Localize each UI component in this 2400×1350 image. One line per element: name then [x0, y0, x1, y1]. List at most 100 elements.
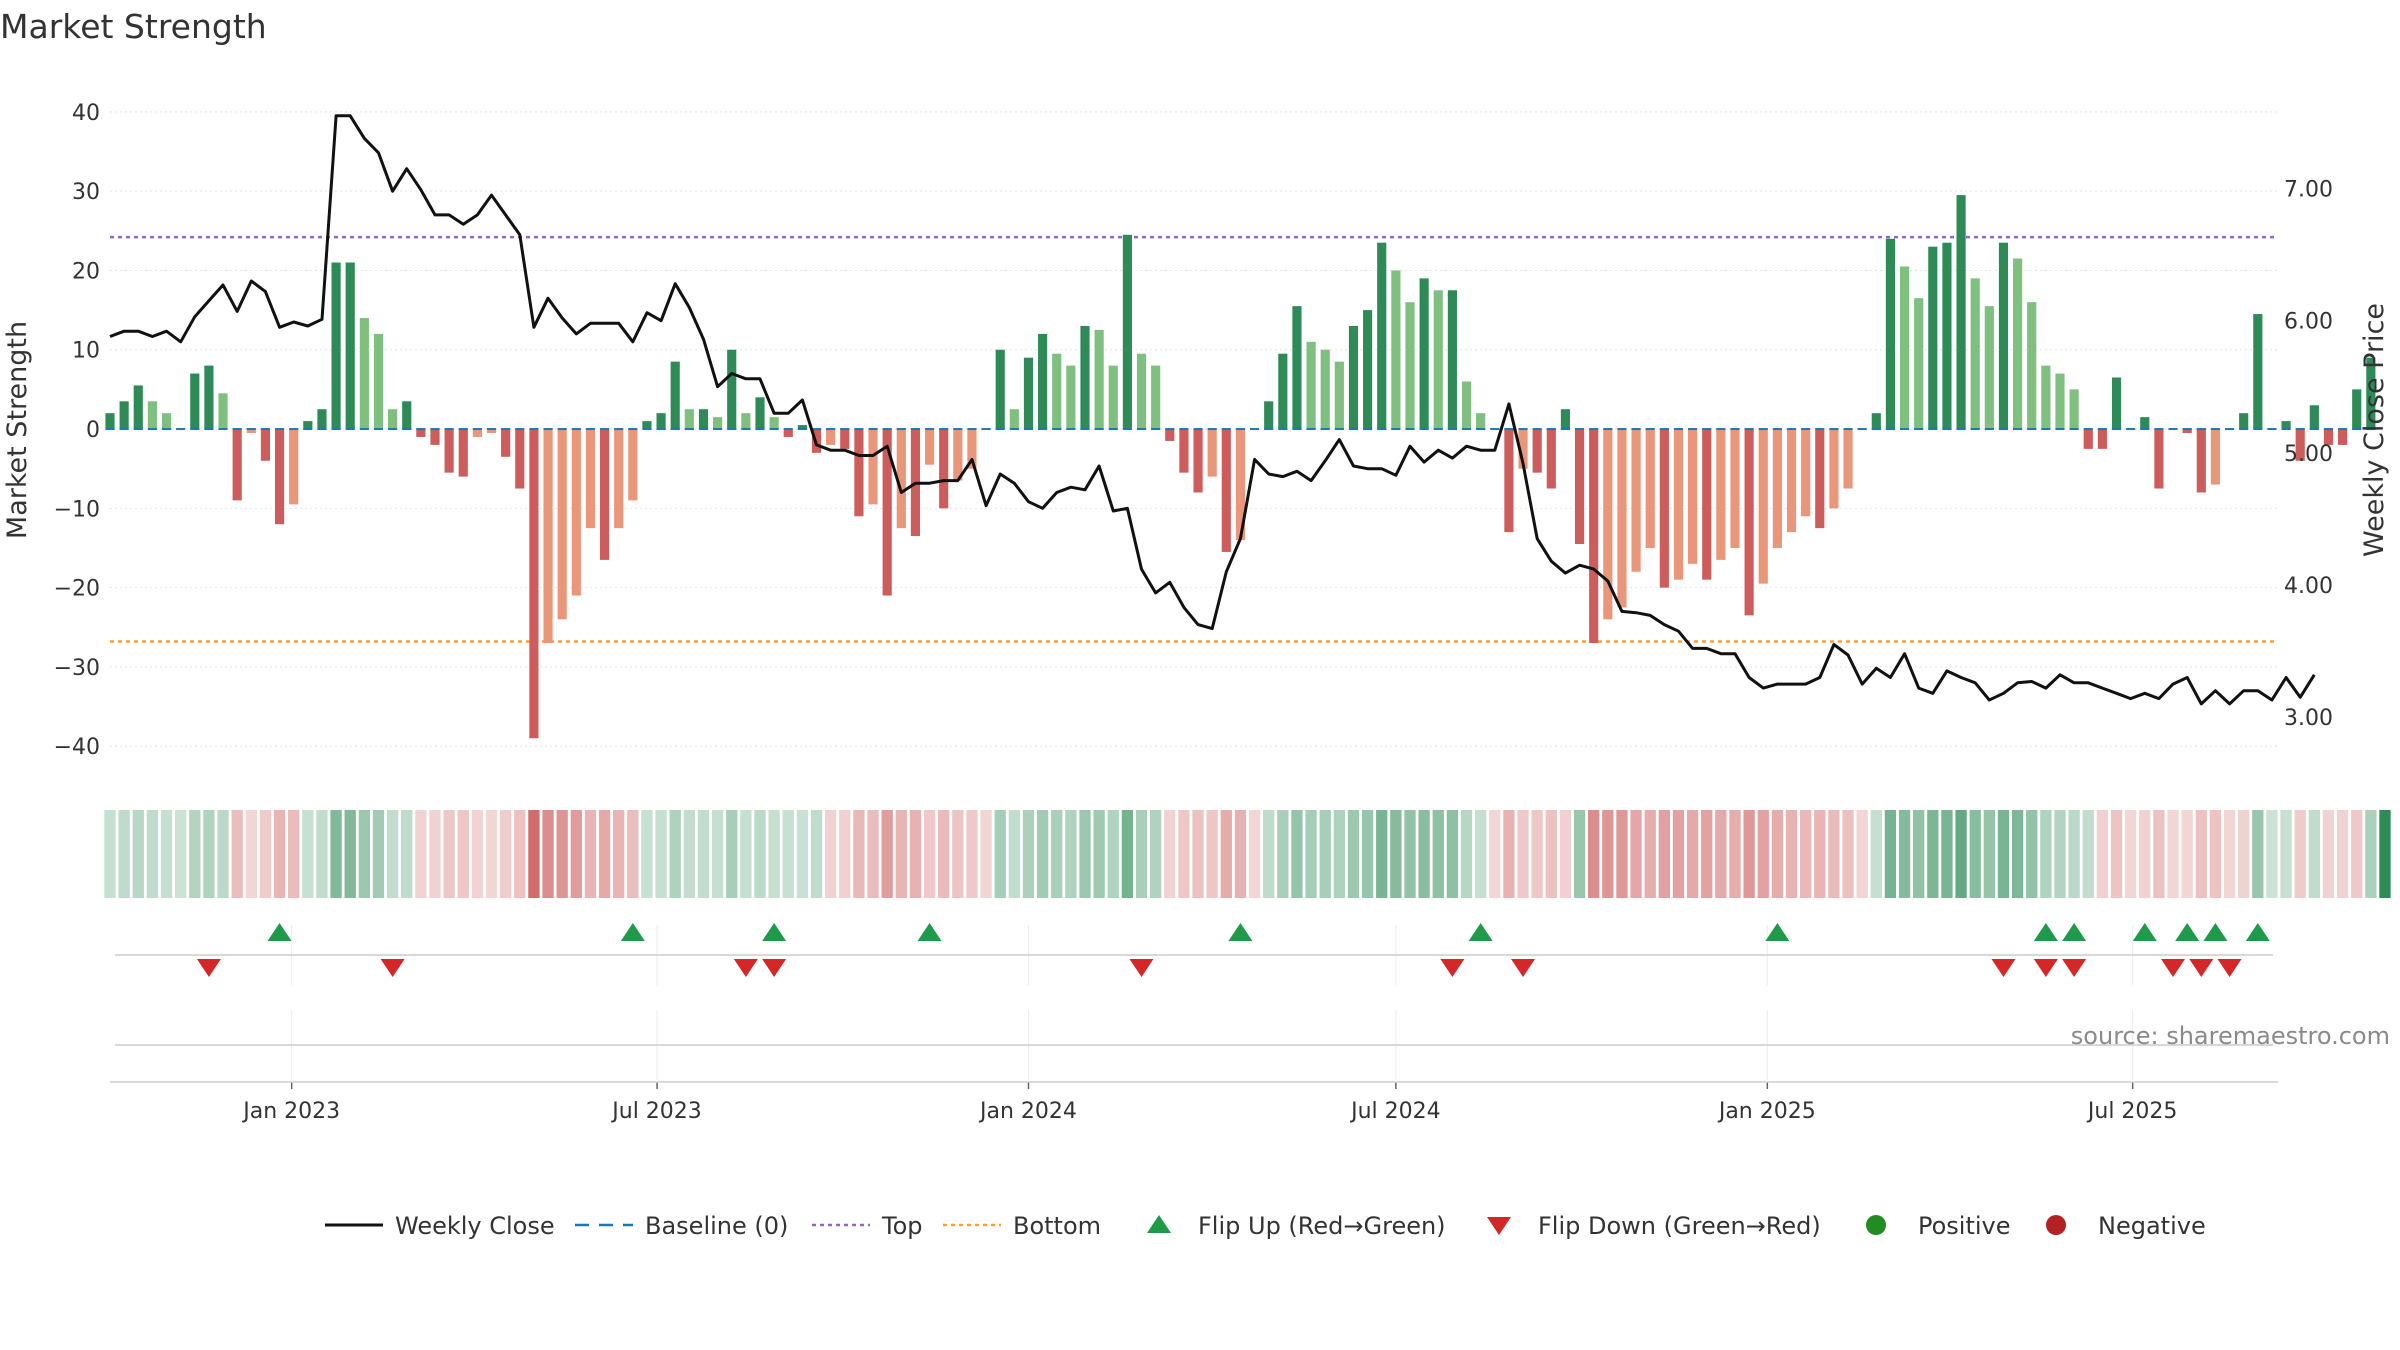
strength-bar: [599, 429, 610, 560]
strength-bar: [402, 401, 412, 430]
strength-bar: [2013, 258, 2023, 430]
regime-cell: [2351, 810, 2363, 898]
regime-cell: [2124, 810, 2137, 898]
strength-bar: [1942, 242, 1952, 430]
flip-down-marker: [733, 959, 758, 977]
regime-cell: [1983, 810, 1995, 898]
strength-bar: [1363, 310, 1373, 430]
flip-down-marker: [2217, 959, 2242, 977]
regime-cell: [726, 810, 738, 898]
strength-bar: [1914, 298, 1924, 430]
strength-bar: [2309, 405, 2319, 430]
regime-cell: [1898, 810, 1911, 898]
left-tick-label: −40: [54, 735, 100, 760]
flip-down-marker: [196, 959, 221, 977]
strength-bar: [345, 262, 355, 430]
regime-cell: [330, 810, 342, 898]
regime-cell: [1715, 810, 1727, 898]
regime-cell: [627, 810, 639, 898]
strength-bar: [1235, 429, 1246, 541]
strength-bar: [2253, 314, 2263, 430]
flip-up-marker: [2203, 923, 2228, 941]
flip-up-marker: [762, 923, 787, 941]
strength-bar: [472, 429, 482, 437]
empty-panel: [115, 1010, 2273, 1080]
legend-swatch-flip-up: [1147, 1215, 1171, 1233]
strength-bar: [317, 409, 327, 430]
regime-cell: [1814, 810, 1826, 898]
regime-cell: [401, 810, 413, 898]
strength-bar: [1292, 306, 1302, 430]
regime-cell: [1361, 810, 1374, 898]
strength-bar: [2196, 429, 2206, 493]
strength-bar: [924, 429, 935, 465]
regime-cell: [768, 810, 780, 898]
left-tick-label: 40: [72, 101, 100, 126]
strength-bar: [1956, 195, 1966, 430]
regime-cell: [2379, 810, 2391, 898]
regime-cell: [938, 810, 950, 898]
regime-cell: [2011, 810, 2024, 898]
regime-cell: [429, 810, 441, 898]
strength-bar: [260, 429, 271, 461]
regime-cell: [2096, 810, 2109, 898]
strength-bar: [642, 421, 652, 430]
regime-cell: [2223, 810, 2236, 898]
strength-bar: [1320, 349, 1330, 430]
flip-down-marker: [762, 959, 787, 977]
strength-bar: [628, 429, 638, 501]
regime-cell: [1234, 810, 1247, 898]
strength-bar: [529, 429, 539, 739]
regime-cell: [2294, 810, 2306, 898]
regime-cell: [1178, 810, 1190, 898]
strength-bar: [1574, 429, 1585, 545]
regime-cell: [570, 810, 582, 898]
regime-cell: [1644, 810, 1656, 898]
strength-bar: [190, 373, 200, 430]
strength-bar: [1108, 365, 1118, 430]
strength-bar: [1829, 429, 1839, 509]
regime-cell: [1658, 810, 1670, 898]
regime-cell: [867, 810, 879, 898]
strength-bar: [1179, 429, 1189, 473]
x-tick-label: Jul 2023: [610, 1099, 702, 1124]
strength-bar: [1165, 429, 1175, 441]
left-tick-label: 30: [72, 180, 100, 205]
regime-cell: [1785, 810, 1798, 898]
strength-bar: [1476, 413, 1486, 430]
regime-cell: [556, 810, 568, 898]
x-tick-label: Jan 2023: [241, 1099, 340, 1124]
regime-cell: [754, 810, 766, 898]
strength-bar: [1871, 413, 1881, 430]
strength-bar: [797, 425, 807, 430]
left-tick-label: 20: [72, 259, 100, 284]
regime-cell: [1277, 810, 1289, 898]
x-tick-label: Jan 2024: [978, 1099, 1077, 1124]
strength-bar: [557, 429, 567, 620]
strength-bar: [1151, 365, 1161, 430]
source-note: source: sharemaestro.com: [2071, 1022, 2390, 1050]
regime-cell: [613, 810, 625, 898]
strength-bar: [501, 429, 511, 457]
strength-bar: [2323, 429, 2334, 445]
regime-cell: [1206, 810, 1218, 898]
strength-bar: [1899, 266, 1910, 430]
strength-bar: [1984, 306, 1994, 430]
regime-cell: [1164, 810, 1176, 898]
regime-cell: [2054, 810, 2066, 898]
regime-cell: [2139, 810, 2151, 898]
right-axis-label: Weekly Close Price: [2359, 303, 2390, 557]
regime-cell: [1333, 810, 1345, 898]
right-tick-label: 3.00: [2284, 706, 2333, 731]
strength-bar: [741, 413, 751, 430]
regime-cell: [1573, 810, 1586, 898]
strength-bar: [1518, 429, 1528, 469]
strength-bar: [1377, 242, 1387, 430]
regime-cell: [810, 810, 823, 898]
strength-bar: [1998, 242, 2009, 430]
regime-cell: [259, 810, 272, 898]
strength-bar: [1801, 429, 1811, 517]
regime-cell: [1093, 810, 1105, 898]
strength-bar: [218, 393, 228, 430]
strength-bar: [1702, 429, 1712, 580]
